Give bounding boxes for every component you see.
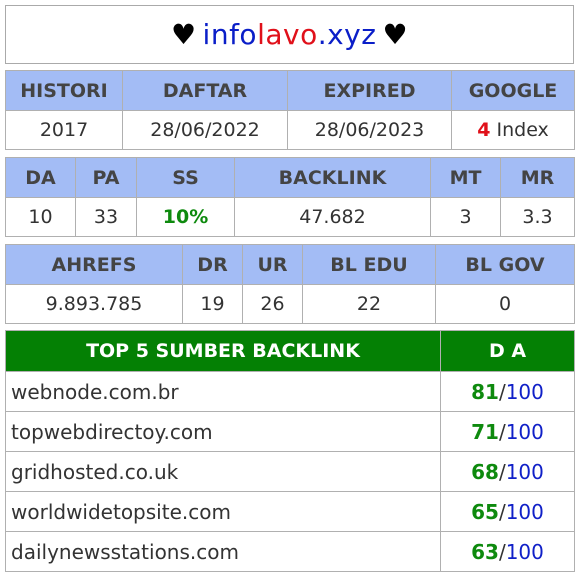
heart-icon: ♥ (170, 18, 197, 51)
histori-value: 2017 (5, 110, 123, 150)
da-score: 65 (471, 499, 499, 524)
header-expired: EXPIRED (287, 70, 452, 111)
header-daftar: DAFTAR (122, 70, 288, 111)
backlink-value: 47.682 (234, 197, 431, 237)
daftar-value: 28/06/2022 (122, 110, 288, 150)
da-score: 68 (471, 459, 499, 484)
backlink-domain[interactable]: dailynewsstations.com (5, 531, 441, 572)
domain-info-table: HISTORI DAFTAR EXPIRED GOOGLE 2017 28/06… (5, 70, 575, 150)
table-row: webnode.com.br 81/100 (5, 371, 575, 412)
ur-value: 26 (242, 284, 303, 324)
table-row: topwebdirectoy.com 71/100 (5, 411, 575, 452)
backlink-da: 71/100 (440, 411, 575, 452)
header-bl-gov: BL GOV (435, 244, 575, 285)
table-row: gridhosted.co.uk 68/100 (5, 451, 575, 492)
backlink-domain[interactable]: worldwidetopsite.com (5, 491, 441, 532)
da-separator: / (498, 459, 506, 484)
header-backlink: BACKLINK (234, 157, 431, 198)
header-ss: SS (136, 157, 235, 198)
da-separator: / (498, 539, 506, 564)
header-bl-edu: BL EDU (302, 244, 436, 285)
da-value: 10 (5, 197, 76, 237)
header-top-sources: TOP 5 SUMBER BACKLINK (5, 330, 441, 372)
google-index-label: Index (496, 119, 549, 141)
backlink-da: 68/100 (440, 451, 575, 492)
da-max: 100 (505, 379, 544, 404)
title-part-lavo: lavo (257, 18, 318, 51)
da-max: 100 (505, 419, 544, 444)
ahrefs-table: AHREFS DR UR BL EDU BL GOV 9.893.785 19 … (5, 244, 575, 324)
title-part-info: info (202, 18, 258, 51)
bl-gov-value: 0 (435, 284, 575, 324)
header-mr: MR (500, 157, 575, 198)
mt-value: 3 (430, 197, 501, 237)
backlink-da: 63/100 (440, 531, 575, 572)
da-max: 100 (505, 459, 544, 484)
heart-icon: ♥ (382, 18, 409, 51)
header-da: D A (440, 330, 575, 372)
google-index-value: 4 Index (451, 110, 575, 150)
bl-edu-value: 22 (302, 284, 436, 324)
site-title: ♥ info lavo .xyz ♥ (5, 5, 574, 64)
header-da: DA (5, 157, 76, 198)
header-histori: HISTORI (5, 70, 123, 111)
header-ur: UR (242, 244, 303, 285)
backlink-da: 65/100 (440, 491, 575, 532)
da-score: 63 (471, 539, 499, 564)
header-mt: MT (430, 157, 501, 198)
da-score: 81 (471, 379, 499, 404)
header-google: GOOGLE (451, 70, 575, 111)
ahrefs-value: 9.893.785 (5, 284, 183, 324)
header-ahrefs: AHREFS (5, 244, 183, 285)
header-pa: PA (75, 157, 137, 198)
header-dr: DR (182, 244, 243, 285)
table-row: dailynewsstations.com 63/100 (5, 531, 575, 572)
mr-value: 3.3 (500, 197, 575, 237)
top-backlink-table: TOP 5 SUMBER BACKLINK D A webnode.com.br… (5, 330, 575, 572)
backlink-da: 81/100 (440, 371, 575, 412)
da-max: 100 (505, 539, 544, 564)
da-separator: / (498, 379, 506, 404)
da-separator: / (498, 499, 506, 524)
dr-value: 19 (182, 284, 243, 324)
ss-value: 10% (136, 197, 235, 237)
da-max: 100 (505, 499, 544, 524)
expired-value: 28/06/2023 (287, 110, 452, 150)
metrics-table: DA PA SS BACKLINK MT MR 10 33 10% 47.682… (5, 157, 575, 237)
backlink-domain[interactable]: gridhosted.co.uk (5, 451, 441, 492)
da-separator: / (498, 419, 506, 444)
da-score: 71 (471, 419, 499, 444)
pa-value: 33 (75, 197, 137, 237)
google-index-count: 4 (477, 119, 491, 141)
title-part-tld: .xyz (317, 18, 377, 51)
backlink-domain[interactable]: topwebdirectoy.com (5, 411, 441, 452)
table-row: worldwidetopsite.com 65/100 (5, 491, 575, 532)
backlink-domain[interactable]: webnode.com.br (5, 371, 441, 412)
